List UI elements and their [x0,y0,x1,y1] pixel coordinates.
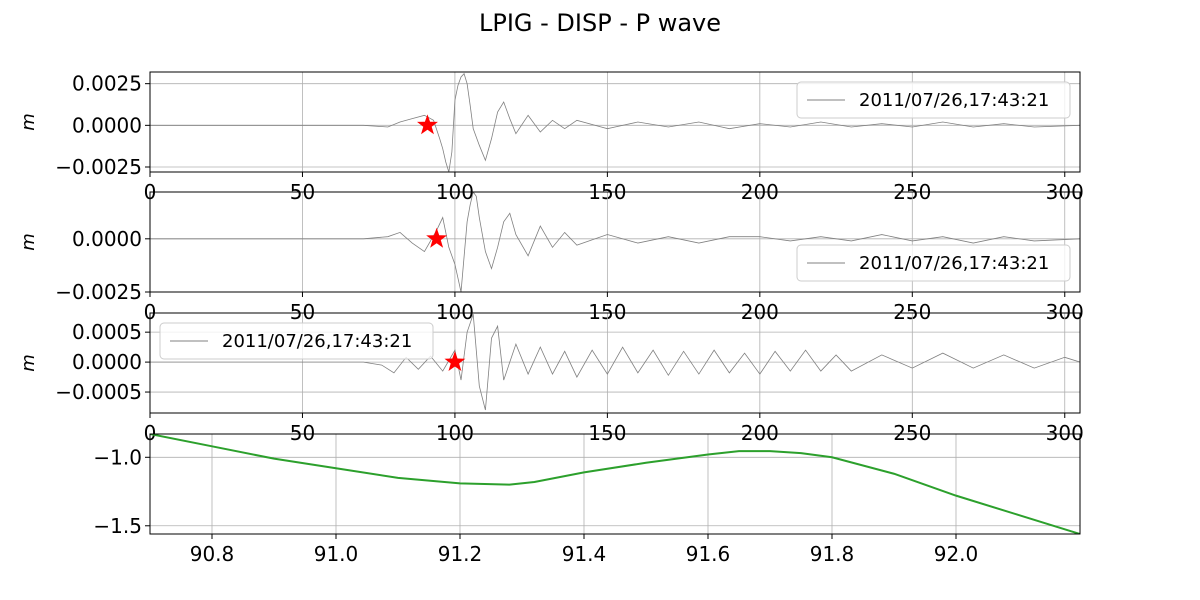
legend-box [796,81,1071,119]
series-line [150,72,1080,172]
legend: 2011/07/26,17:43:21 [796,81,1071,119]
series-line [150,314,1080,411]
axes-frame [149,433,1081,535]
panel-bottom: 90.8 91.0 91.2 91.4 91.6 91.8 92.0 −1.5 −1.0 [93,433,1081,566]
x-tick-label: 0 [144,300,157,324]
x-tick-label: 250 [893,421,931,445]
x-tick-label: 91.2 [438,542,483,566]
x-tick-label: 200 [741,421,779,445]
y-tick-label: 0.0000 [72,350,142,374]
axes-frame [149,312,1081,414]
series-line [150,434,1080,534]
series-line [150,192,1080,292]
x-tick-label: 100 [436,421,474,445]
y-tick-label: −0.0005 [55,380,142,404]
y-tick-label: −1.0 [93,445,142,469]
legend: 2011/07/26,17:43:21 [159,322,434,360]
y-tick-label: 0.0000 [72,113,142,137]
x-tick-label: 92.0 [934,542,979,566]
x-tick-label: 90.8 [190,542,235,566]
panel-middle: 0 50 100 150 200 250 300−0.00250.0000m2011/07/… [18,191,1084,324]
x-tick-label: 300 [1046,421,1084,445]
x-tick-label: 50 [290,421,315,445]
y-tick-label: 0.0000 [72,227,142,251]
y-tick-label: 0.0005 [72,320,142,344]
legend-label: 2011/07/26,17:43:21 [859,253,1049,274]
figure-title: LPIG - DISP - P wave [479,9,721,37]
x-tick-label: 0 [144,421,157,445]
panel-top: 0 50 100 150 200 250 300−0.00250.00000.0025m20… [18,71,1084,204]
x-tick-label: 91.8 [810,542,855,566]
x-tick-label: 150 [588,421,626,445]
legend-label: 2011/07/26,17:43:21 [859,90,1049,111]
legend: 2011/07/26,17:43:21 [796,244,1071,282]
y-axis-label: m [18,354,39,372]
legend-label: 2011/07/26,17:43:21 [222,331,412,352]
y-tick-label: 0.0025 [72,72,142,96]
y-tick-label: −0.0025 [55,280,142,304]
panel-lower: 0 50 100 150 200 250 300 −0.0005 0.0000 0.0005 m 20… [18,312,1084,445]
pick-star-marker [426,227,448,248]
x-tick-label: 91.4 [562,542,607,566]
x-tick-label: 91.6 [686,542,731,566]
y-axis-label: m [18,233,39,251]
panels: 0 50 100 150 200 250 300 −0.0025 0.0000 0.0025 m 20… [18,71,1084,566]
y-tick-label: −0.0025 [55,155,142,179]
axes-frame [149,71,1081,173]
x-tick-label: 91.0 [314,542,359,566]
pick-star-marker [444,351,466,371]
pick-star-marker [417,114,438,135]
legend-box [159,322,434,360]
axes-frame [149,191,1081,293]
legend-box [796,244,1071,282]
y-axis-label: m [18,113,39,131]
y-tick-label: −1.5 [93,514,142,538]
